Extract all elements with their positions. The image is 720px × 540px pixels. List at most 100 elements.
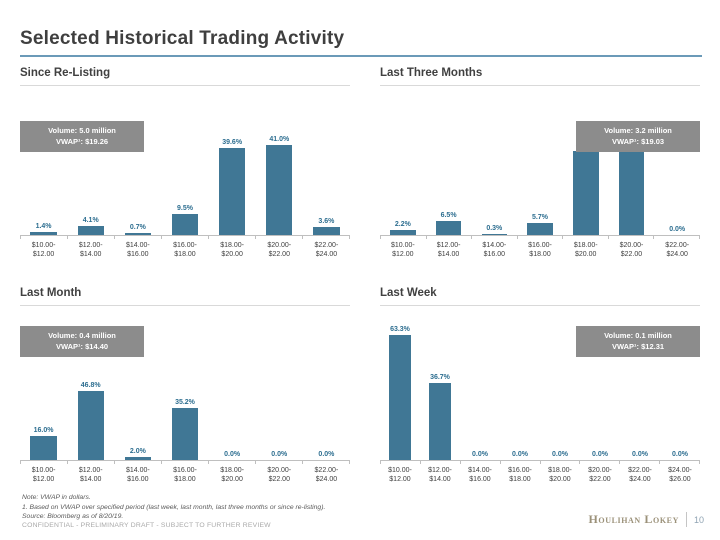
category-label: $10.00- $12.00	[390, 242, 415, 259]
axis-tick	[427, 236, 473, 239]
value-label: 0.0%	[318, 451, 335, 458]
chart-section-since-relisting: Since Re-Listing Volume: 5.0 million VWA…	[20, 66, 350, 259]
value-label: 39.6%	[222, 139, 243, 147]
bar	[527, 222, 553, 235]
footer-brand-area: Houlihan Lokey 10	[588, 512, 704, 527]
category-label: $10.00- $12.00	[388, 467, 412, 484]
category-label: $14.00- $16.00	[125, 242, 150, 259]
axis-tick	[162, 236, 209, 239]
category-label: $16.00- $18.00	[173, 467, 197, 484]
value-label: 46.8%	[80, 382, 101, 390]
bar-column: 0.0%	[500, 326, 540, 460]
value-label: 0.7%	[129, 224, 146, 232]
vwap-text: VWAP¹: $19.03	[611, 137, 665, 147]
bar-column: 36.7%	[420, 326, 460, 460]
bar-column: 0.0%	[660, 326, 700, 460]
category-axis: $10.00- $12.00 $12.00- $14.00 $14.00- $16.00 $…	[20, 464, 350, 484]
chart-title: Last Month	[20, 286, 350, 306]
axis-tick	[68, 461, 115, 464]
category-label: $12.00- $14.00	[78, 242, 103, 259]
bar-column: 39.6%	[209, 121, 256, 235]
bar-column: 35.2%	[161, 326, 208, 460]
footer-note: Note: VWAP in dollars.	[22, 494, 91, 501]
axis-tick	[580, 461, 621, 464]
axis-tick	[209, 236, 256, 239]
category-label: $22.00- $24.00	[665, 242, 690, 259]
bar	[390, 230, 416, 235]
value-label: 41.0%	[269, 136, 290, 144]
category-label: $18.00- $20.00	[573, 242, 598, 259]
axis-tick	[68, 236, 115, 239]
vwap-text: VWAP¹: $19.26	[55, 137, 109, 147]
value-label: 0.0%	[669, 226, 686, 233]
bar	[266, 145, 293, 235]
vwap-text: VWAP¹: $14.40	[55, 342, 109, 352]
value-label: 0.3%	[486, 225, 503, 233]
axis-tick	[115, 461, 162, 464]
bar-column: 46.8%	[67, 326, 114, 460]
bar-column: 41.0%	[256, 121, 303, 235]
chart-title: Last Three Months	[380, 66, 700, 86]
axis-tick	[209, 461, 256, 464]
axis-tick	[256, 236, 303, 239]
bar-column: 0.0%	[580, 326, 620, 460]
volume-vwap-box: Volume: 0.1 million VWAP¹: $12.31	[576, 326, 700, 357]
value-label: 63.3%	[390, 326, 410, 333]
title-underline	[20, 55, 702, 57]
axis-tick	[609, 236, 655, 239]
category-axis: $10.00- $12.00 $12.00- $14.00 $14.00- $16.00 $…	[20, 239, 350, 259]
value-label: 0.0%	[224, 451, 241, 458]
value-label: 9.5%	[177, 205, 193, 213]
volume-text: Volume: 5.0 million	[48, 126, 116, 135]
bar	[218, 148, 246, 235]
category-label: $10.00- $12.00	[31, 467, 56, 484]
category-axis: $10.00- $12.00 $12.00- $14.00 $14.00- $16.00 $…	[380, 239, 700, 259]
category-label: $16.00- $18.00	[508, 467, 532, 484]
axis-tick	[115, 236, 162, 239]
axis-tick	[541, 461, 581, 464]
bar	[124, 457, 152, 460]
volume-text: Volume: 3.2 million	[604, 126, 672, 135]
value-label: 0.0%	[512, 451, 528, 458]
footnotes: Note: VWAP in dollars. 1. Based on VWAP …	[22, 493, 325, 522]
category-label: $16.00- $18.00	[173, 242, 197, 259]
axis-ticks	[20, 461, 350, 464]
bar	[171, 214, 199, 235]
bar-column: 0.0%	[654, 121, 700, 235]
bar	[572, 151, 599, 235]
category-label: $22.00- $24.00	[314, 467, 339, 484]
vwap-text: VWAP¹: $12.31	[611, 342, 665, 352]
value-label: 35.2%	[175, 399, 195, 407]
category-label: $20.00- $22.00	[267, 242, 292, 259]
bar	[428, 383, 452, 460]
value-label: 0.0%	[592, 451, 608, 458]
bar-plot: 1.4% 4.1% 0.7% 9.5% 39.6% 41.0% 3.6%	[20, 121, 350, 236]
category-label: $20.00- $22.00	[619, 242, 644, 259]
axis-tick	[20, 236, 68, 239]
volume-text: Volume: 0.1 million	[604, 331, 672, 340]
bar	[313, 227, 340, 235]
value-label: 1.4%	[35, 222, 52, 230]
chart-area: Volume: 0.1 million VWAP¹: $12.31 63.3% 3…	[380, 326, 700, 484]
category-label: $14.00- $16.00	[482, 242, 507, 259]
value-label: 3.6%	[318, 218, 335, 226]
category-label: $20.00- $22.00	[588, 467, 612, 484]
axis-tick	[501, 461, 541, 464]
category-label: $18.00- $20.00	[548, 467, 572, 484]
bar	[30, 231, 57, 235]
volume-vwap-box: Volume: 0.4 million VWAP¹: $14.40	[20, 326, 144, 357]
category-label: $22.00- $24.00	[314, 242, 339, 259]
footer-source: Source: Bloomberg as of 8/20/19.	[22, 513, 124, 521]
chart-area: Volume: 3.2 million VWAP¹: $19.03 2.2% 6.…	[380, 121, 701, 259]
bar	[77, 391, 104, 460]
axis-ticks	[380, 236, 701, 239]
bar-column: 3.6%	[303, 121, 350, 235]
houlihan-lokey-logo: Houlihan Lokey	[588, 512, 679, 526]
bar-column: 1.4%	[20, 121, 67, 235]
value-label: 4.1%	[82, 217, 99, 225]
chart-area: Volume: 5.0 million VWAP¹: $19.26 1.4% 4.…	[20, 121, 350, 259]
axis-ticks	[380, 461, 700, 464]
bar	[481, 234, 508, 235]
axis-tick	[162, 461, 209, 464]
value-label: 0.0%	[632, 451, 648, 458]
